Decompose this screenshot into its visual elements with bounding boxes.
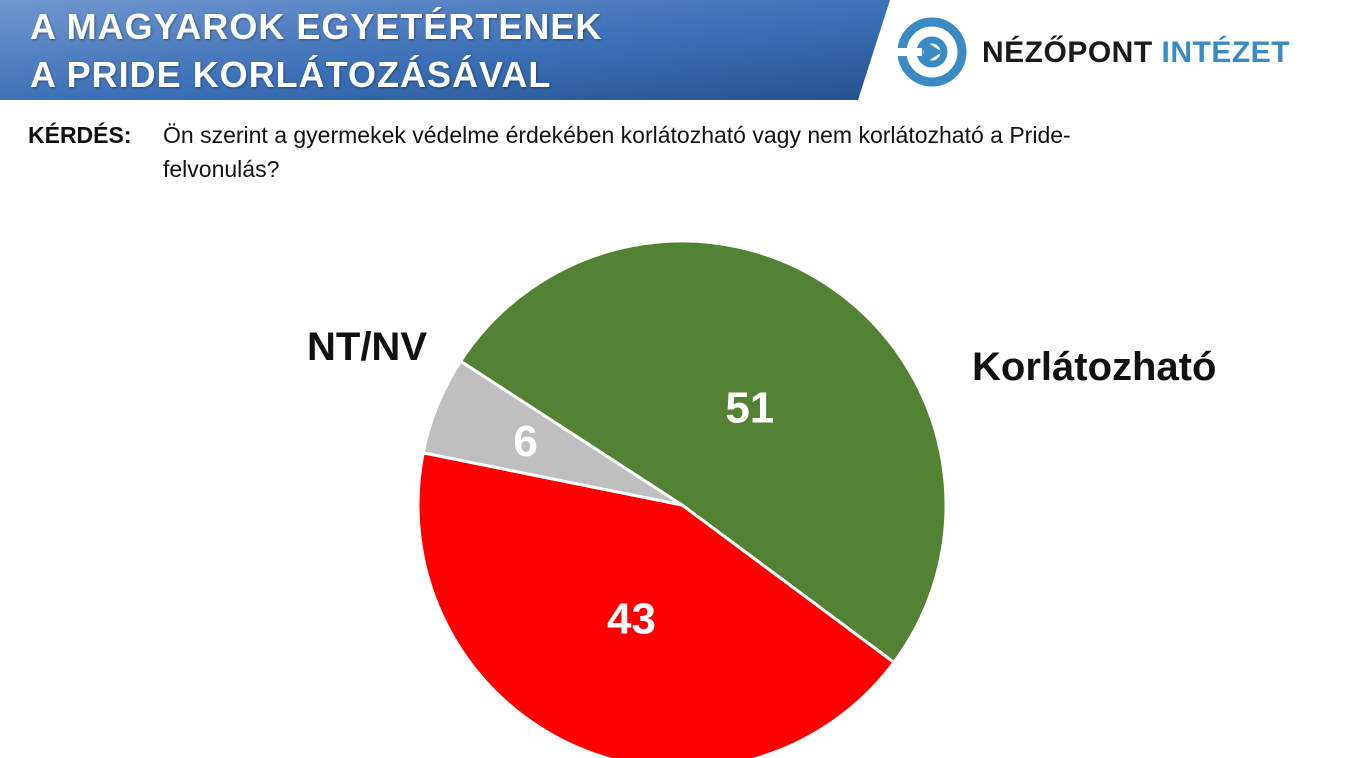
page-title-line-1: A MAGYAROK EGYETÉRTENEK xyxy=(30,6,603,47)
slice-nt-nv xyxy=(421,359,683,507)
data-label-slice-nt-nv: 6 xyxy=(513,417,537,466)
header-banner: A MAGYAROK EGYETÉRTENEK A PRIDE KORLÁTOZ… xyxy=(0,0,1347,100)
logo-wordmark: NÉZŐPONT INTÉZET xyxy=(982,36,1290,70)
logo-text-nezopont: NÉZŐPONT xyxy=(982,36,1153,69)
data-label-slice-korlatozhato: 51 xyxy=(725,383,774,432)
question-text: Ön szerint a gyermekek védelme érdekében… xyxy=(163,122,1071,182)
nezopont-logo: NÉZŐPONT INTÉZET xyxy=(896,16,1316,88)
slice-label-ntnv: NT/NV xyxy=(307,325,427,369)
slice-nem-korlatozhato xyxy=(416,451,897,758)
slice-korlatozhato xyxy=(458,239,948,665)
logo-target-icon xyxy=(896,17,967,87)
slice-label-korlatozhato: Korlátozható xyxy=(972,345,1217,389)
logo-text-intezet: INTÉZET xyxy=(1161,36,1291,69)
banner-background xyxy=(0,0,890,100)
page-title-line-2: A PRIDE KORLÁTOZÁSÁVAL xyxy=(30,54,552,95)
data-label-slice-nem-korlatozhato: 43 xyxy=(607,594,656,643)
question-label: KÉRDÉS: xyxy=(28,122,132,148)
